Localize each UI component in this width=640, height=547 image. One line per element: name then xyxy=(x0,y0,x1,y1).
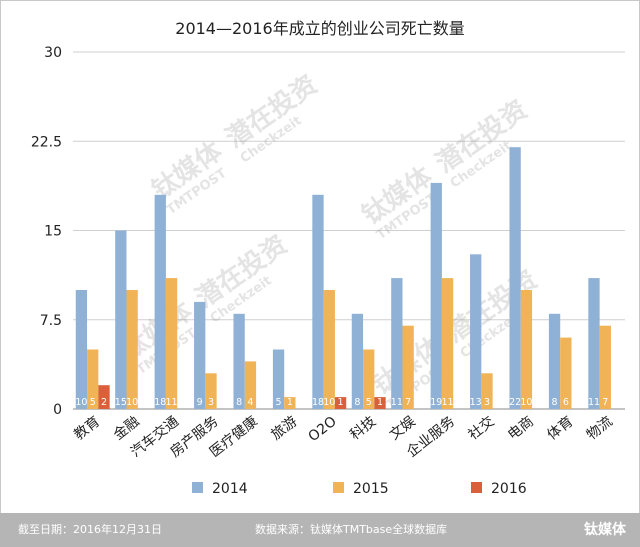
data-label: 15 xyxy=(115,397,127,408)
data-label: 10 xyxy=(520,397,532,408)
bar xyxy=(233,313,245,409)
data-label: 5 xyxy=(90,397,96,408)
data-label: 1 xyxy=(287,397,293,408)
x-tick-label: 旅游 xyxy=(268,414,300,444)
bar xyxy=(244,361,257,409)
bar xyxy=(154,194,166,409)
data-label: 11 xyxy=(391,397,403,408)
data-label: 8 xyxy=(552,397,558,408)
data-label: 11 xyxy=(442,397,454,408)
bar xyxy=(334,397,347,409)
bar xyxy=(548,313,561,409)
bar xyxy=(509,147,521,409)
x-tick-label: 金融 xyxy=(111,414,143,444)
bar xyxy=(402,325,414,409)
data-label: 6 xyxy=(563,397,569,408)
footer-logo: 钛媒体 xyxy=(584,522,626,538)
bar xyxy=(87,349,99,409)
bar xyxy=(126,290,138,409)
y-tick-label: 22.5 xyxy=(31,134,62,150)
bar xyxy=(481,373,493,409)
data-label: 19 xyxy=(430,397,442,408)
data-label: 5 xyxy=(276,397,282,408)
x-tick-label: 物流 xyxy=(584,414,616,444)
x-tick-label: 社交 xyxy=(465,413,498,444)
bar xyxy=(374,397,386,409)
y-tick-label: 7.5 xyxy=(40,313,62,329)
data-label: 4 xyxy=(247,397,253,408)
bar xyxy=(470,254,482,409)
data-label: 11 xyxy=(588,397,600,408)
data-label: 11 xyxy=(166,397,178,408)
bar xyxy=(363,349,375,409)
bar xyxy=(323,290,335,409)
legend-label: 2016 xyxy=(491,481,527,497)
bar xyxy=(520,290,533,409)
data-label: 10 xyxy=(323,397,335,408)
bar xyxy=(115,230,127,409)
x-tick-label: 体育 xyxy=(544,414,576,444)
bar xyxy=(312,194,324,409)
x-tick-label: 科技 xyxy=(347,414,379,444)
bar xyxy=(98,385,110,409)
footer-date-note: 截至日期：2016年12月31日 xyxy=(18,523,162,536)
bar xyxy=(165,278,178,409)
bar xyxy=(441,278,454,409)
bar xyxy=(351,313,364,409)
data-label: 13 xyxy=(470,397,482,408)
data-label: 7 xyxy=(602,397,608,408)
data-label: 3 xyxy=(484,397,490,408)
bar xyxy=(75,290,88,409)
data-label: 18 xyxy=(312,397,324,408)
legend-label: 2014 xyxy=(212,481,248,497)
bar xyxy=(205,373,217,409)
data-label: 5 xyxy=(366,397,372,408)
chart-title: 2014—2016年成立的创业公司死亡数量 xyxy=(175,19,464,38)
data-label: 7 xyxy=(405,397,411,408)
y-tick-label: 0 xyxy=(53,402,62,418)
legend-label: 2015 xyxy=(353,481,389,497)
bar xyxy=(588,278,600,409)
x-tick-label: 文娱 xyxy=(387,414,419,444)
x-tick-label: 教育 xyxy=(71,414,103,444)
data-label: 18 xyxy=(154,397,166,408)
legend-swatch xyxy=(333,482,344,493)
data-label: 10 xyxy=(126,397,138,408)
bar xyxy=(391,278,403,409)
y-tick-label: 15 xyxy=(44,224,62,240)
data-label: 1 xyxy=(338,397,344,408)
data-label: 10 xyxy=(75,397,87,408)
bar xyxy=(560,337,572,409)
data-label: 8 xyxy=(236,397,242,408)
bar xyxy=(284,397,296,409)
x-tick-label: 电商 xyxy=(505,414,537,444)
y-tick-label: 30 xyxy=(44,45,62,61)
data-label: 3 xyxy=(208,397,214,408)
footer-source-note: 数据来源：钛媒体TMTbase全球数据库 xyxy=(255,523,448,536)
data-label: 8 xyxy=(354,397,360,408)
data-label: 22 xyxy=(509,397,521,408)
data-label: 1 xyxy=(377,397,383,408)
x-tick-label: O2O xyxy=(306,414,340,446)
bar xyxy=(599,325,611,409)
chart-svg: 2014—2016年成立的创业公司死亡数量07.51522.530钛媒体TMTP… xyxy=(31,19,625,497)
data-label: 9 xyxy=(197,397,203,408)
footer-bar: 截至日期：2016年12月31日 数据来源：钛媒体TMTbase全球数据库 钛媒… xyxy=(0,513,640,547)
bar xyxy=(430,182,442,409)
bar xyxy=(272,349,285,409)
legend-swatch xyxy=(192,482,203,493)
data-label: 2 xyxy=(101,397,107,408)
bar xyxy=(194,301,206,409)
legend-swatch xyxy=(471,482,482,493)
